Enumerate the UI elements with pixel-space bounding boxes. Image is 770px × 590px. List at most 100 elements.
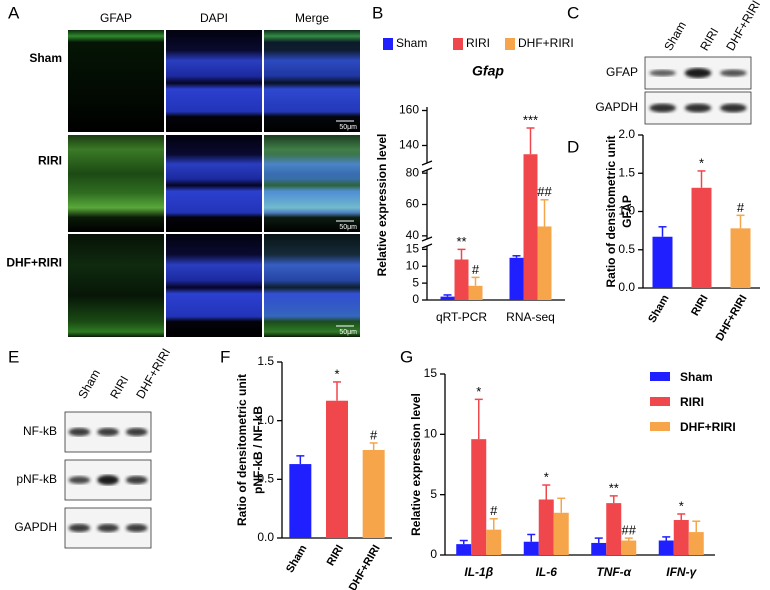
y-tick-label: 0.5 (257, 472, 274, 486)
lane-label: DHF+RIRI (133, 346, 173, 401)
significance-label: * (334, 366, 339, 381)
legend-swatch (650, 372, 670, 381)
micrograph (68, 234, 164, 337)
lane-label: DHF+RIRI (723, 0, 763, 53)
x-tick-label: RIRI (689, 293, 710, 318)
bar (509, 257, 524, 300)
bar (456, 544, 472, 555)
significance-label: ## (622, 523, 637, 538)
y-tick-label: 5 (412, 275, 419, 289)
legend-label: Sham (680, 370, 713, 384)
blot-band (125, 475, 148, 485)
bar (289, 464, 312, 538)
blot-band (97, 427, 119, 437)
micrograph-overlay (264, 135, 360, 232)
x-tick-label: DHF+RIRI (347, 543, 383, 590)
bar (537, 226, 552, 300)
legend-swatch (505, 38, 515, 50)
panel-letter: B (372, 3, 383, 22)
legend-label: RIRI (466, 36, 490, 50)
legend-label: DHF+RIRI (680, 420, 736, 434)
lane-label: RIRI (697, 25, 721, 53)
band-label: pNF-kB (16, 472, 57, 486)
row-label: RIRI (38, 154, 62, 168)
y-tick-label: 0.5 (618, 242, 635, 256)
row-label: Sham (29, 51, 62, 65)
blot-band (684, 103, 712, 113)
panel-letter: A (8, 3, 20, 22)
significance-label: ## (537, 184, 552, 199)
significance-label: # (370, 427, 378, 442)
bar (468, 285, 483, 300)
y-tick-label: 15 (406, 242, 420, 256)
x-tick-label: IL-1β (464, 565, 493, 579)
bar (621, 540, 637, 555)
legend-label: DHF+RIRI (518, 36, 574, 50)
y-tick-label: 0 (430, 547, 437, 561)
significance-label: * (699, 155, 704, 170)
y-axis-label: GFAP (620, 195, 634, 228)
blot-band (684, 68, 712, 78)
bar (553, 512, 569, 555)
significance-label: *** (523, 112, 538, 127)
micrograph (68, 135, 164, 232)
panel-letter: D (567, 137, 579, 156)
row-label: DHF+RIRI (6, 256, 62, 270)
x-tick-label: IFN-γ (666, 565, 697, 579)
bar (691, 187, 712, 288)
bar (362, 450, 385, 538)
legend-swatch (383, 38, 393, 50)
blot-band (97, 523, 119, 533)
blot-band (649, 69, 676, 77)
legend-label: Sham (396, 36, 427, 50)
bar (523, 154, 538, 300)
blot-band (649, 103, 676, 113)
column-header: DAPI (200, 11, 228, 25)
bar (658, 540, 674, 555)
bar (688, 532, 704, 555)
bar (606, 503, 622, 555)
x-tick-label: Sham (646, 293, 671, 325)
bar (486, 529, 502, 555)
y-tick-label: 40 (406, 228, 420, 242)
y-tick-label: 140 (399, 138, 419, 152)
legend-swatch (650, 397, 670, 406)
blot-band (68, 427, 91, 437)
micrograph (166, 234, 262, 337)
x-tick-label: IL-6 (536, 565, 558, 579)
column-header: Merge (295, 11, 329, 25)
scale-bar-label: 50μm (339, 224, 357, 231)
axis-break (421, 160, 433, 166)
bar (326, 400, 348, 538)
blot-band (125, 427, 148, 437)
panel-letter: C (567, 3, 579, 22)
axis-break (421, 167, 433, 173)
band-label: NF-kB (23, 424, 57, 438)
band-label: GAPDH (595, 100, 638, 114)
blot-band (68, 523, 91, 533)
scale-bar-label: 50μm (339, 124, 357, 131)
significance-label: ** (456, 234, 466, 249)
significance-label: # (737, 200, 745, 215)
y-tick-label: 1.0 (618, 204, 635, 218)
bar (591, 542, 607, 555)
blot-band (97, 475, 119, 485)
y-axis-label: Ratio of densitometric unit (604, 135, 618, 287)
y-tick-label: 2.0 (618, 127, 635, 141)
blot-band (720, 69, 747, 77)
bar (440, 296, 455, 300)
band-label: GFAP (606, 65, 638, 79)
significance-label: # (490, 503, 498, 518)
micrograph-overlay (264, 234, 360, 337)
x-tick-label: DHF+RIRI (714, 293, 750, 343)
y-tick-label: 1.0 (257, 413, 274, 427)
axis-break (421, 236, 433, 242)
significance-label: ** (609, 480, 619, 495)
column-header: GFAP (100, 11, 132, 25)
y-tick-label: 0.0 (618, 280, 635, 294)
legend-swatch (453, 38, 463, 50)
blot-band (125, 523, 148, 533)
panel-letter: G (400, 347, 413, 366)
significance-label: * (544, 469, 549, 484)
